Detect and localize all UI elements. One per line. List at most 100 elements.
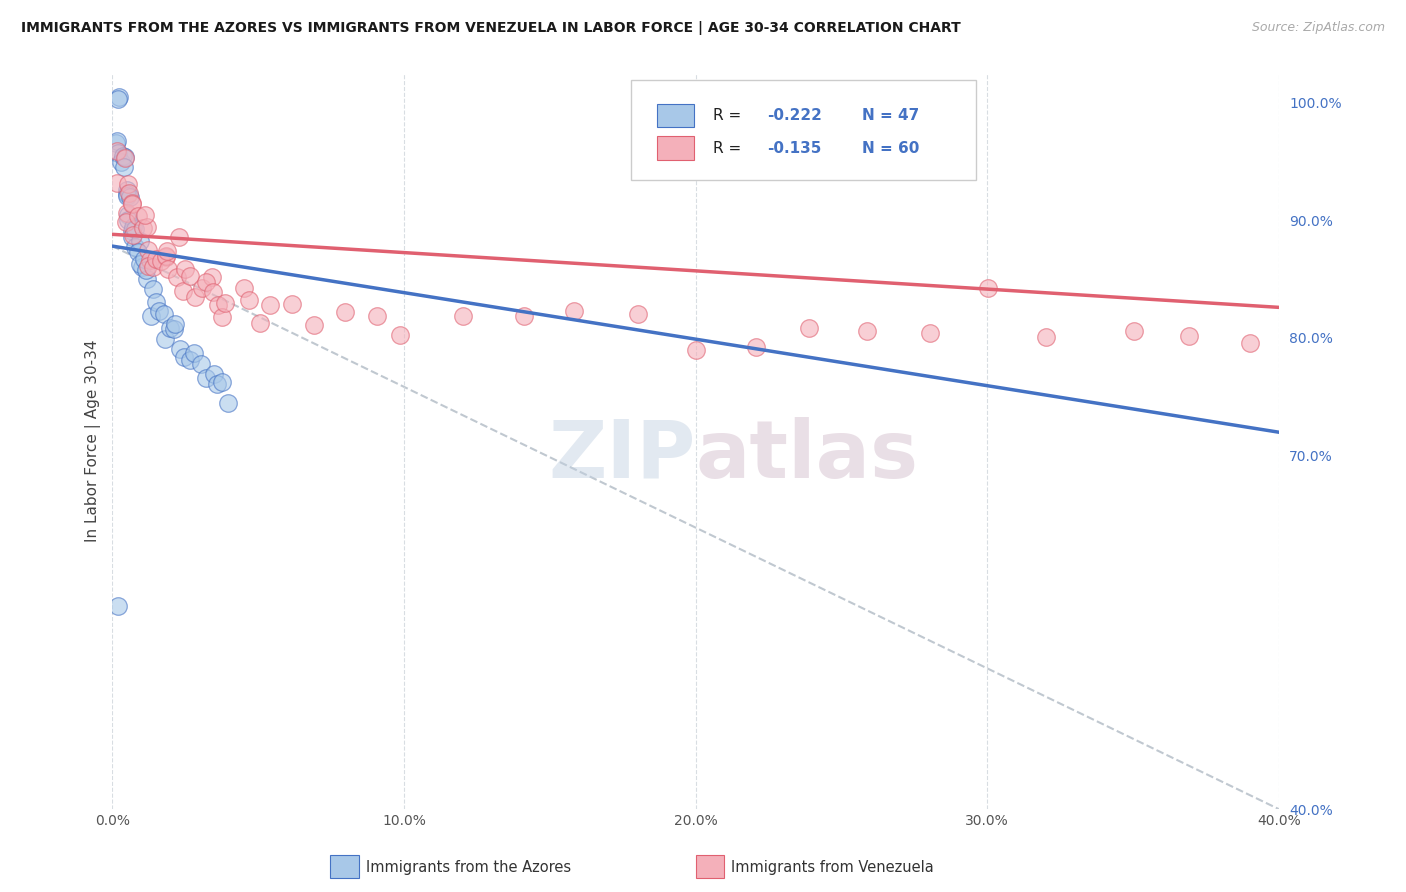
Text: ZIP: ZIP: [548, 417, 696, 495]
Point: [1239, 335, 1261, 350]
Point: [136, 243, 159, 257]
Point: [121, 224, 143, 238]
Point: [153, 332, 176, 346]
Point: [201, 285, 224, 299]
Point: [238, 293, 260, 307]
Point: [281, 297, 304, 311]
Point: [117, 177, 139, 191]
Point: [131, 260, 153, 275]
Point: [121, 197, 143, 211]
Point: [122, 228, 145, 243]
Text: Immigrants from Venezuela: Immigrants from Venezuela: [731, 860, 934, 874]
Point: [333, 305, 356, 319]
Point: [145, 252, 167, 266]
Y-axis label: In Labor Force | Age 30-34: In Labor Force | Age 30-34: [86, 340, 101, 542]
Point: [152, 307, 174, 321]
FancyBboxPatch shape: [657, 103, 695, 128]
Point: [249, 316, 271, 330]
Point: [148, 304, 170, 318]
Point: [745, 339, 768, 353]
Text: IMMIGRANTS FROM THE AZORES VS IMMIGRANTS FROM VENEZUELA IN LABOR FORCE | AGE 30-: IMMIGRANTS FROM THE AZORES VS IMMIGRANTS…: [21, 21, 960, 35]
Point: [107, 92, 129, 106]
Point: [117, 212, 139, 227]
Point: [135, 263, 157, 277]
Point: [159, 321, 181, 335]
Point: [150, 254, 173, 268]
Point: [117, 208, 139, 222]
Point: [136, 259, 159, 273]
Point: [232, 281, 254, 295]
Point: [1123, 324, 1146, 338]
Point: [214, 296, 236, 310]
Point: [156, 244, 179, 259]
Point: [207, 298, 229, 312]
Point: [201, 270, 224, 285]
Text: N = 47: N = 47: [862, 108, 920, 123]
Point: [124, 221, 146, 235]
Point: [105, 145, 128, 159]
Point: [217, 396, 239, 410]
Point: [107, 89, 129, 103]
Point: [173, 262, 195, 277]
Point: [194, 371, 217, 385]
Point: [110, 154, 132, 169]
Point: [172, 284, 194, 298]
Point: [132, 221, 155, 235]
Point: [115, 206, 138, 220]
FancyBboxPatch shape: [657, 136, 695, 160]
Point: [105, 134, 128, 148]
Text: -0.135: -0.135: [766, 141, 821, 155]
Point: [165, 317, 187, 331]
Point: [183, 346, 205, 360]
Point: [121, 196, 143, 211]
Point: [118, 186, 141, 201]
Text: atlas: atlas: [696, 417, 918, 495]
Point: [163, 322, 186, 336]
Text: R =: R =: [713, 141, 747, 155]
Point: [136, 272, 159, 286]
Point: [190, 281, 212, 295]
Point: [366, 309, 388, 323]
Point: [184, 289, 207, 303]
Point: [190, 357, 212, 371]
Point: [121, 230, 143, 244]
Point: [145, 294, 167, 309]
Point: [156, 262, 179, 277]
Point: [120, 190, 142, 204]
Point: [132, 252, 155, 266]
Point: [111, 148, 134, 162]
Point: [179, 268, 201, 283]
Point: [136, 220, 159, 235]
Point: [112, 160, 135, 174]
Point: [202, 368, 225, 382]
Point: [127, 245, 149, 260]
Point: [155, 249, 177, 263]
Point: [562, 304, 585, 318]
Point: [127, 209, 149, 223]
Point: [114, 215, 136, 229]
Point: [1035, 330, 1057, 344]
Point: [124, 240, 146, 254]
Point: [194, 275, 217, 289]
Point: [114, 152, 136, 166]
Point: [129, 235, 152, 249]
Point: [142, 282, 165, 296]
Point: [685, 343, 707, 358]
Point: [205, 377, 228, 392]
Point: [107, 146, 129, 161]
Point: [259, 298, 281, 312]
Point: [134, 208, 156, 222]
Point: [179, 353, 201, 368]
Point: [1178, 329, 1201, 343]
Point: [139, 253, 162, 268]
Point: [104, 136, 127, 150]
Point: [122, 219, 145, 234]
Point: [302, 318, 325, 332]
Point: [107, 599, 129, 613]
Point: [173, 351, 195, 365]
Text: R =: R =: [713, 108, 747, 123]
Point: [115, 186, 138, 201]
Point: [139, 309, 162, 323]
Text: N = 60: N = 60: [862, 141, 920, 155]
Point: [211, 310, 233, 324]
